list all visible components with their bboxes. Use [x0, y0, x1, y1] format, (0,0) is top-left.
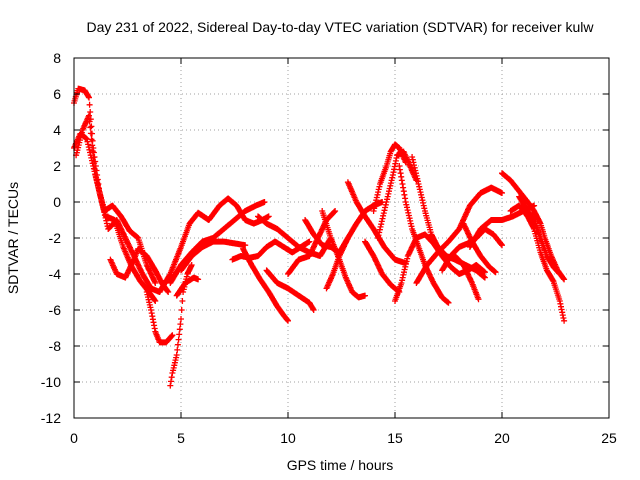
- x-tick-label: 25: [601, 430, 617, 446]
- plus-markers: [173, 274, 202, 299]
- x-tick-label: 10: [280, 430, 296, 446]
- plus-markers: [255, 213, 334, 259]
- x-tick-label: 15: [387, 430, 403, 446]
- plus-markers: [178, 238, 249, 274]
- data-series-arc-13: [255, 213, 334, 259]
- data-series-arc-5: [143, 289, 176, 346]
- data-series-arc-7: [156, 195, 272, 295]
- plus-markers: [143, 289, 176, 346]
- data-series-arc-21: [362, 238, 403, 295]
- y-tick-label: -6: [49, 302, 62, 318]
- data-series-arc-22: [370, 141, 409, 214]
- axis-ticks: [73, 57, 610, 419]
- data-series-arc-10: [173, 274, 202, 299]
- data-series-arc-9: [178, 238, 249, 274]
- plus-markers: [451, 253, 482, 303]
- plus-markers: [370, 141, 409, 214]
- y-tick-label: 4: [53, 122, 61, 138]
- data-series-arc-26: [413, 184, 505, 286]
- x-axis-title: GPS time / hours: [287, 457, 394, 473]
- data-series-arc-28: [451, 253, 482, 303]
- y-tick-label: -10: [41, 374, 61, 390]
- y-axis-title: SDTVAR / TECUs: [5, 182, 21, 294]
- x-tick-label: 5: [177, 430, 185, 446]
- x-tick-labels: 0 5 10 15 20 25: [70, 430, 617, 446]
- data-series-arc-15: [285, 208, 339, 277]
- data-series-arc-14: [263, 267, 317, 313]
- plus-markers: [516, 193, 563, 277]
- plus-markers: [285, 208, 339, 277]
- y-tick-label: -2: [49, 230, 62, 246]
- plus-markers: [73, 112, 159, 286]
- data-series-arc-33: [516, 193, 563, 277]
- y-tick-label: -8: [49, 338, 62, 354]
- plus-markers: [156, 195, 272, 295]
- y-tick-label: 6: [53, 86, 61, 102]
- x-tick-label: 0: [70, 430, 78, 446]
- plus-markers: [507, 202, 568, 324]
- y-tick-label: 0: [53, 194, 61, 210]
- data-series-arc-32: [507, 202, 568, 324]
- chart-title: Day 231 of 2022, Sidereal Day-to-day VTE…: [86, 19, 594, 35]
- plus-markers: [263, 267, 317, 313]
- data-series-arc-12: [240, 245, 291, 324]
- plus-markers: [240, 245, 291, 324]
- y-tick-label: 2: [53, 158, 61, 174]
- y-tick-label: 8: [53, 50, 61, 66]
- y-tick-label: -4: [49, 266, 62, 282]
- data-points: [71, 85, 568, 389]
- plus-markers: [362, 238, 403, 295]
- plus-markers: [413, 184, 505, 286]
- y-tick-labels: -12 -10 -8 -6 -4 -2 0 2 4 6 8: [41, 50, 61, 426]
- plus-markers: [344, 179, 409, 267]
- y-tick-label: -12: [41, 410, 61, 426]
- x-tick-label: 20: [494, 430, 510, 446]
- data-series-arc-3: [73, 112, 159, 286]
- data-series-arc-19: [344, 179, 409, 267]
